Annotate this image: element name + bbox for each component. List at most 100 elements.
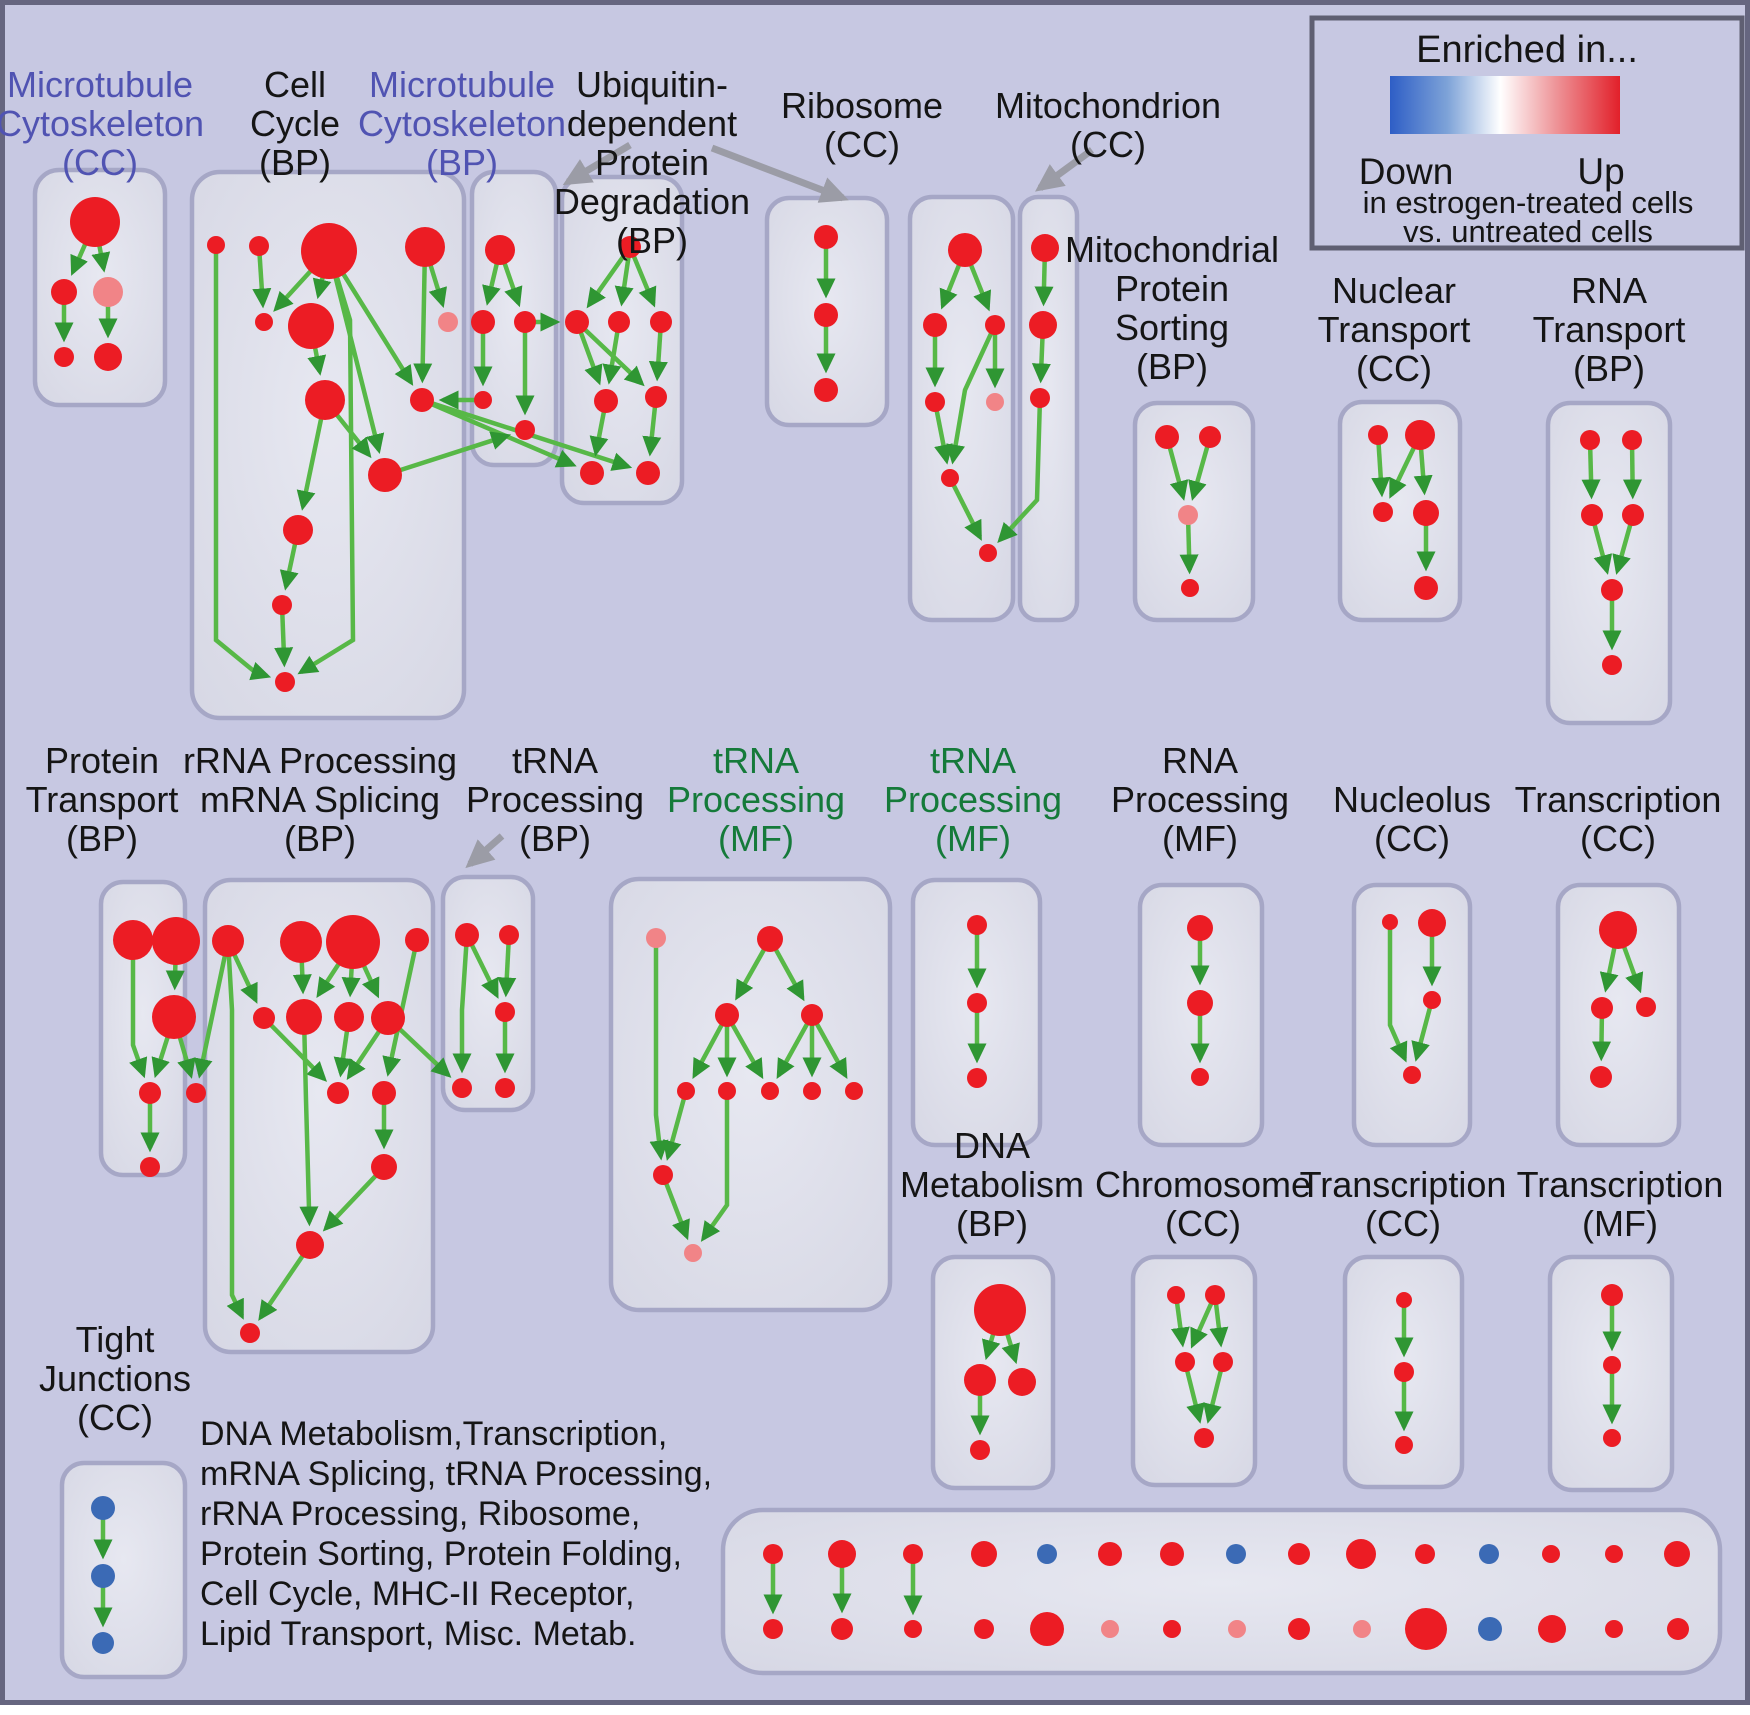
go-term-node-q1: [1580, 430, 1600, 450]
cluster-label-trna-processing-bp: Processing: [466, 779, 644, 820]
go-term-node-i1: [1187, 915, 1213, 941]
cluster-label-transcription-mf: (MF): [1582, 1203, 1658, 1244]
go-term-node-sB4: [974, 1619, 994, 1639]
go-term-node-p6: [140, 1157, 160, 1177]
go-term-node-k3: [1636, 997, 1656, 1017]
cluster-boxes: [32, 167, 1723, 1680]
edge-arrow: [950, 481, 982, 541]
edge-arrow: [1581, 445, 1601, 500]
mitochondrion-pointer-icon: [1035, 147, 1095, 192]
edge-arrow: [966, 258, 992, 312]
go-term-node-q2: [1622, 430, 1642, 450]
edge-arrow: [1031, 333, 1051, 384]
go-term-node-e5: [1194, 1428, 1214, 1448]
go-term-node-sA14: [1605, 1545, 1623, 1563]
go-term-node-c2: [249, 236, 269, 256]
edge-arrow: [939, 258, 964, 310]
edge-arrow: [648, 328, 668, 382]
go-term-node-r1: [948, 233, 982, 267]
edge-arrow: [1612, 520, 1634, 575]
cluster-label-transcription-cc-row3: (CC): [1365, 1203, 1441, 1244]
go-term-node-u4: [650, 311, 672, 333]
go-term-node-h2: [967, 993, 987, 1013]
go-term-node-sA12: [1479, 1544, 1499, 1564]
go-term-node-h3: [967, 1068, 987, 1088]
go-term-node-r5: [986, 393, 1004, 411]
go-term-node-o3: [1030, 388, 1050, 408]
ubiquitin-right-pointer-icon: [710, 144, 849, 203]
edge-arrow: [1411, 1004, 1433, 1062]
go-term-node-q6: [1602, 655, 1622, 675]
cluster-label-microtubule-cytoskeleton-cc: (CC): [62, 142, 138, 183]
go-term-node-sA6: [1098, 1542, 1122, 1566]
go-term-node-g6: [286, 999, 322, 1035]
go-term-node-sA9: [1288, 1543, 1310, 1565]
legend-up-label: Up: [1577, 151, 1624, 192]
edge-arrow: [1188, 442, 1211, 501]
go-term-node-u1: [619, 236, 641, 258]
cluster-label-microtubule-cytoskeleton-bp: Microtubule: [369, 64, 555, 105]
cluster-label-mitochondrial-protein-sorting-bp: Sorting: [1115, 307, 1229, 348]
go-term-node-n4: [1413, 500, 1439, 526]
edge-arrow: [1623, 445, 1643, 500]
cluster-label-nuclear-transport-cc: Nuclear: [1332, 270, 1456, 311]
edge-arrow: [129, 952, 148, 1079]
cluster-label-rna-processing-mf: Processing: [1111, 779, 1289, 820]
go-term-node-c11: [283, 515, 313, 545]
edge-arrow: [1184, 1367, 1205, 1424]
cluster-label-mitochondrion-cc: (CC): [1070, 124, 1146, 165]
cluster-label-rna-processing-mf: (MF): [1162, 818, 1238, 859]
cluster-box-bottom-strip: [720, 1507, 1723, 1676]
go-term-node-k2: [1591, 997, 1613, 1019]
go-term-node-j4: [1403, 1066, 1421, 1084]
go-term-node-j3: [1423, 991, 1441, 1009]
go-term-nodes: [51, 197, 1690, 1654]
go-term-node-sB3: [904, 1620, 922, 1638]
cluster-label-dna-metabolism-bp: Metabolism: [900, 1164, 1084, 1205]
go-term-node-sB10: [1353, 1620, 1371, 1638]
go-term-node-p1: [113, 920, 153, 960]
go-term-node-p4: [139, 1082, 161, 1104]
go-term-node-q5: [1601, 579, 1623, 601]
edge-arrow: [393, 1023, 452, 1078]
cluster-box-nucleolus-cc: [1351, 882, 1473, 1148]
go-term-node-c10: [368, 458, 402, 492]
edge-arrow: [614, 253, 634, 307]
cluster-label-tight-junctions-cc: (CC): [77, 1397, 153, 1438]
go-term-node-p5: [186, 1083, 206, 1103]
go-term-node-m4: [54, 347, 74, 367]
edge-arrow: [452, 942, 472, 1074]
edge-arrow: [258, 1250, 308, 1321]
cluster-label-ubiquitin-degradation-bp: Ubiquitin-: [576, 64, 728, 105]
edge-arrow: [1591, 520, 1613, 575]
go-term-node-g9: [327, 1082, 349, 1104]
misc-clusters-text-line: Cell Cycle, MHC-II Receptor,: [200, 1575, 635, 1613]
cluster-label-tight-junctions-cc: Junctions: [39, 1358, 191, 1399]
edge-arrow: [1599, 940, 1619, 993]
cluster-label-transcription-cc-row2: (CC): [1580, 818, 1656, 859]
go-term-node-sA8: [1226, 1544, 1246, 1564]
go-term-node-sA3: [903, 1544, 923, 1564]
legend-subtitle-2: vs. untreated cells: [1403, 214, 1653, 249]
cluster-label-ribosome-cc: (CC): [824, 124, 900, 165]
go-term-node-m2: [51, 279, 77, 305]
go-term-node-c4: [405, 227, 445, 267]
misc-clusters-text-line: mRNA Splicing, tRNA Processing,: [200, 1455, 712, 1493]
cluster-label-cell-cycle-bp: Cell: [264, 64, 326, 105]
go-term-node-g7: [334, 1002, 364, 1032]
cluster-label-transcription-cc-row2: Transcription: [1515, 779, 1722, 820]
go-network-diagram: MicrotubuleCytoskeleton(CC)CellCycle(BP)…: [0, 64, 1723, 1680]
edge-arrow: [589, 407, 609, 457]
go-term-node-u8: [636, 461, 660, 485]
go-term-node-n1: [1368, 425, 1388, 445]
go-term-node-e2: [1205, 1285, 1225, 1305]
misc-clusters-text-line: Lipid Transport, Misc. Metab.: [200, 1615, 637, 1653]
go-term-node-q4: [1622, 504, 1644, 526]
go-term-node-c7: [438, 312, 458, 332]
edge-arrow: [813, 1019, 848, 1080]
go-term-node-t4: [474, 391, 492, 409]
edge-arrow: [933, 407, 953, 465]
trna-bp-pointer-icon: [465, 833, 505, 869]
go-term-node-r6: [941, 469, 959, 487]
